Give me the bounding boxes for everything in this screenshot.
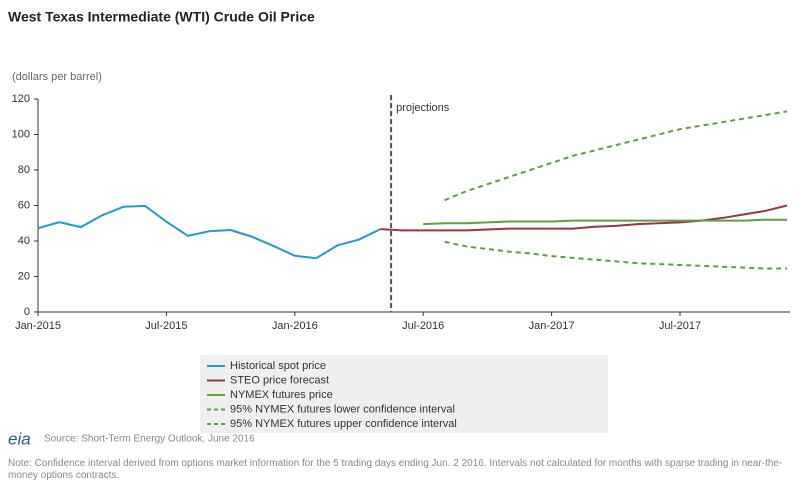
x-tick-label: Jul-2016 xyxy=(402,320,444,332)
note: Note: Confidence interval derived from o… xyxy=(8,458,783,481)
y-tick-label: 80 xyxy=(18,164,30,176)
annotation: projections xyxy=(396,102,450,114)
legend-label: 95% NYMEX futures lower confidence inter… xyxy=(230,403,455,415)
series-line xyxy=(444,240,787,270)
source: Source: Short-Term Energy Outlook, June … xyxy=(44,434,255,445)
x-tick-label: Jan-2016 xyxy=(272,320,318,332)
y-axis-label: (dollars per barrel) xyxy=(12,71,102,83)
y-tick-label: 60 xyxy=(18,199,30,211)
series-line xyxy=(37,204,381,260)
note-box: Note: Confidence interval derived from o… xyxy=(8,458,783,481)
series-line xyxy=(423,218,787,226)
legend-label: NYMEX futures price xyxy=(230,389,333,401)
y-tick-label: 120 xyxy=(12,93,30,105)
legend-box xyxy=(200,355,608,433)
y-tick-label: 20 xyxy=(18,270,30,282)
x-tick-label: Jan-2015 xyxy=(15,320,61,332)
y-tick-label: 0 xyxy=(24,306,30,318)
x-tick-label: Jan-2017 xyxy=(529,320,575,332)
chart-title: West Texas Intermediate (WTI) Crude Oil … xyxy=(8,9,315,25)
series-line xyxy=(380,204,788,232)
legend-label: 95% NYMEX futures upper confidence inter… xyxy=(230,418,457,430)
legend-label: Historical spot price xyxy=(230,360,326,372)
series-line xyxy=(444,110,788,202)
x-tick-label: Jul-2015 xyxy=(145,320,187,332)
y-tick-label: 40 xyxy=(18,235,30,247)
x-tick-label: Jul-2017 xyxy=(659,320,701,332)
y-tick-label: 100 xyxy=(12,128,30,140)
legend-label: STEO price forecast xyxy=(230,374,329,386)
logo: eia xyxy=(8,429,31,448)
